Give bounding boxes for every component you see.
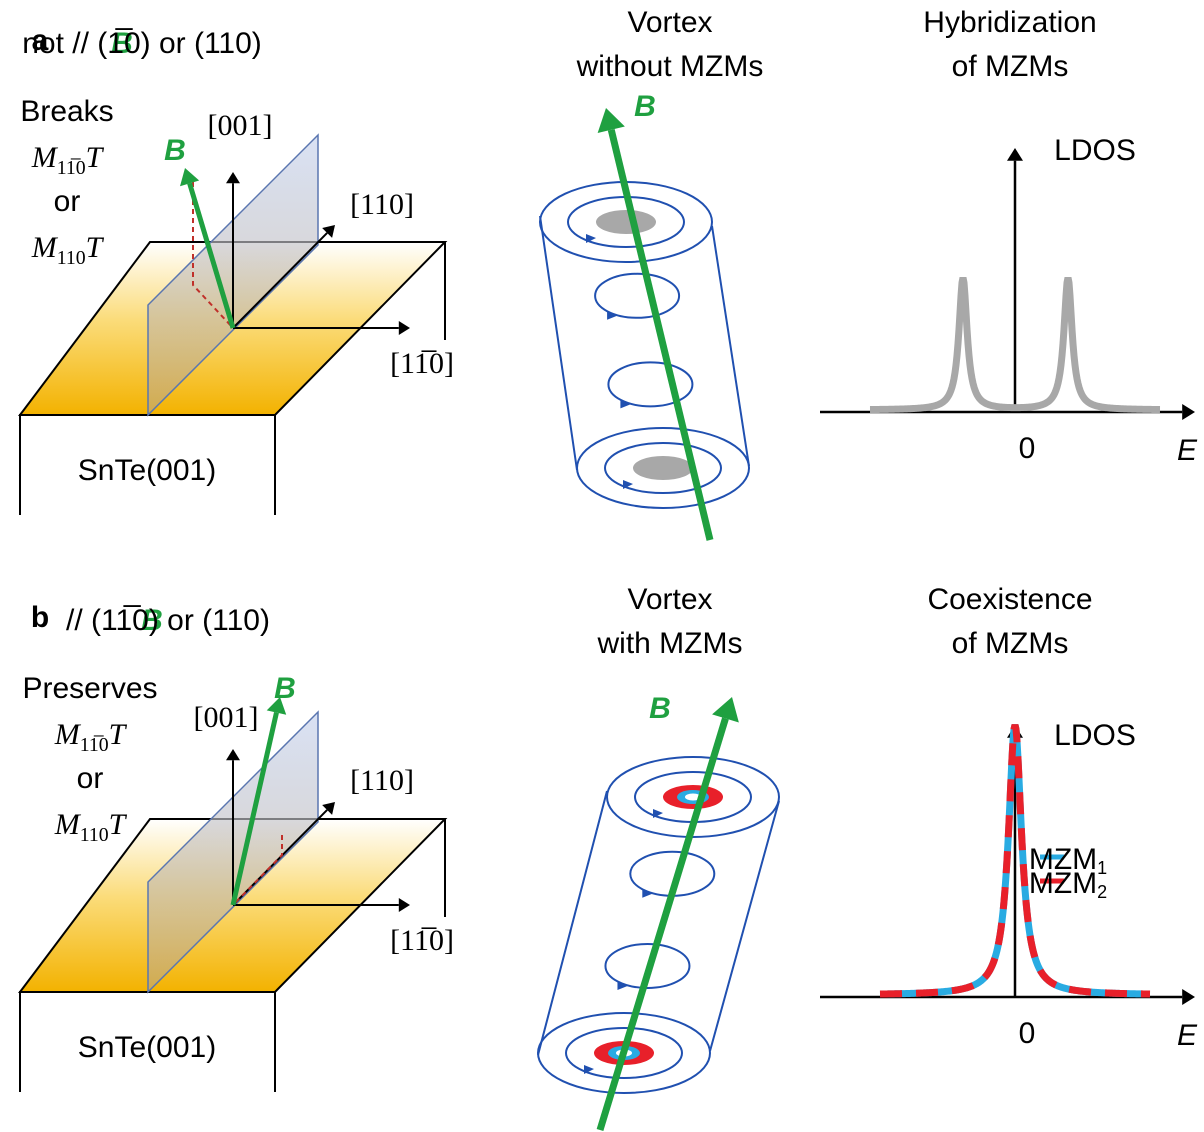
arrow-shaft [600, 718, 725, 1130]
math-suffix: T [109, 808, 128, 841]
legend-sub: 2 [1097, 882, 1107, 902]
symmetry-verb: Preserves [22, 672, 157, 705]
axis-label: [110] [350, 764, 414, 797]
ldos-title: of MZMs [952, 627, 1069, 660]
cylinder-side [710, 801, 779, 1051]
flow-arrow [642, 889, 652, 898]
vortex-field-label: B [634, 90, 656, 123]
math-base: M [31, 231, 59, 264]
field-label: B [274, 672, 296, 705]
axis-label: [11̅0] [390, 347, 454, 380]
math-sub: 110 [57, 247, 86, 269]
vortex-field-label: B [649, 692, 671, 725]
ldos-axis [1007, 148, 1023, 412]
cylinder-side [540, 216, 577, 470]
arrow-head [399, 898, 410, 912]
vortex-core [596, 210, 656, 234]
energy-label: E [1177, 434, 1198, 467]
arrow-head [1007, 148, 1023, 161]
arrow-head [226, 172, 240, 183]
vortex-title: without MZMs [576, 50, 764, 83]
math-base: M [54, 808, 82, 841]
math-suffix: T [86, 141, 105, 174]
ldos-label: LDOS [1054, 719, 1136, 752]
field-label: B [164, 134, 186, 167]
vortex-title: Vortex [627, 583, 712, 616]
energy-label: E [1177, 1019, 1198, 1052]
ldos-title: Coexistence [927, 583, 1092, 616]
panel-label: b [31, 601, 49, 634]
legend-label: MZM2 [1029, 867, 1107, 902]
symmetry-term: M110T [54, 808, 128, 846]
substrate-label: SnTe(001) [78, 1031, 216, 1064]
arrow-head [598, 108, 625, 133]
math-sub: 11̅0 [57, 157, 86, 179]
legend-base: MZM [1029, 867, 1097, 900]
ldos-label: LDOS [1054, 134, 1136, 167]
flow-arrow [617, 981, 627, 990]
legend-sub: 1 [1097, 858, 1107, 878]
substrate-label: SnTe(001) [78, 454, 216, 487]
arrow-head [399, 321, 410, 335]
ldos-title: Hybridization [923, 6, 1096, 39]
zero-label: 0 [1019, 1017, 1036, 1050]
axis-label: [11̅0] [390, 924, 454, 957]
condition-text: // (11̅0) or (110) [66, 604, 270, 637]
symmetry-connector: or [54, 185, 81, 218]
symmetry-term: M11̅0T [54, 718, 128, 756]
symmetry-connector: or [77, 762, 104, 795]
axis-label: [001] [194, 701, 259, 734]
condition-text: not // (1̅0) or (110) [22, 27, 262, 60]
flow-arrow [620, 399, 630, 408]
arrow-head [1182, 989, 1195, 1005]
zero-label: 0 [1019, 432, 1036, 465]
vortex-title: Vortex [627, 6, 712, 39]
math-base: M [54, 718, 82, 751]
math-suffix: T [109, 718, 128, 751]
math-sub: 110 [80, 824, 109, 846]
arrow-head [226, 749, 240, 760]
ldos-title: of MZMs [952, 50, 1069, 83]
arrow-head [1182, 404, 1195, 420]
flow-arrow [607, 311, 617, 320]
symmetry-verb: Breaks [20, 95, 113, 128]
cylinder-side [712, 226, 749, 466]
vortex-title: with MZMs [597, 627, 743, 660]
axis-label: [001] [208, 109, 273, 142]
axis-label: [110] [350, 188, 414, 221]
math-sub: 11̅0 [80, 734, 109, 756]
symmetry-term: M110T [31, 231, 105, 269]
vortex-field [600, 697, 739, 1130]
math-base: M [31, 141, 59, 174]
math-suffix: T [86, 231, 105, 264]
symmetry-term: M11̅0T [31, 141, 105, 179]
figure: aBnot // (1̅0) or (110)BreaksM11̅0TorM11… [0, 0, 1204, 1132]
vortex-core [633, 456, 693, 480]
